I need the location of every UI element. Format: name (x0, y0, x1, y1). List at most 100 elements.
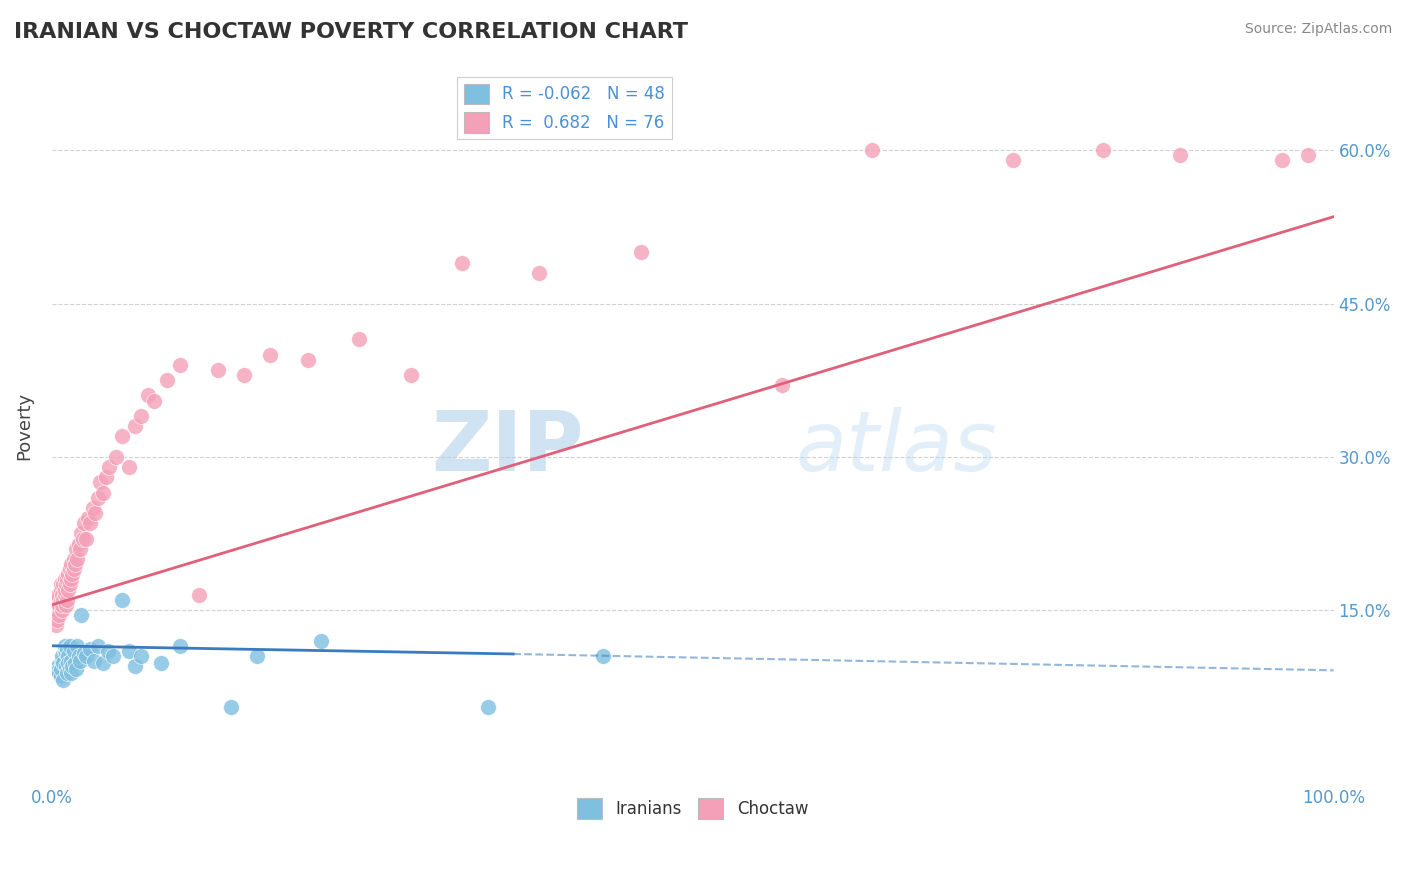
Point (79, 516, 101, 531)
Point (49, 577, 72, 591)
Point (56, 641, 79, 656)
Point (118, 644, 141, 658)
Point (73, 646, 96, 660)
Point (62, 562, 84, 576)
Point (219, 700, 242, 714)
Point (630, 245, 652, 260)
Point (860, 143, 883, 157)
Point (156, 373, 179, 387)
Point (58, 582, 80, 597)
Point (52, 673, 75, 687)
Point (62, 552, 84, 566)
Point (51, 648, 73, 663)
Point (188, 588, 211, 602)
Point (56, 592, 79, 607)
Point (59, 577, 82, 591)
Point (58, 656, 80, 670)
Point (309, 633, 332, 648)
Point (82, 500, 104, 515)
Point (477, 700, 499, 714)
Point (46, 592, 69, 607)
Point (75, 532, 97, 546)
Point (59, 666, 82, 681)
Point (67, 648, 90, 663)
Point (59, 654, 82, 668)
Point (67, 536, 90, 550)
Point (111, 592, 134, 607)
Point (59, 573, 82, 587)
Point (53, 582, 76, 597)
Point (70, 526, 93, 541)
Point (1296, 148, 1319, 162)
Point (124, 419, 146, 434)
Point (143, 393, 166, 408)
Point (55, 577, 77, 591)
Point (592, 648, 614, 663)
Point (62, 644, 84, 658)
Point (66, 639, 89, 653)
Text: IRANIAN VS CHOCTAW POVERTY CORRELATION CHART: IRANIAN VS CHOCTAW POVERTY CORRELATION C… (14, 22, 688, 42)
Point (55, 598, 77, 612)
Point (169, 358, 191, 372)
Point (527, 266, 550, 280)
Point (233, 368, 256, 382)
Point (79, 641, 101, 656)
Point (45, 618, 67, 632)
Point (48, 666, 70, 681)
Point (770, 378, 793, 392)
Point (97, 644, 120, 658)
Point (60, 567, 83, 582)
Point (63, 557, 86, 571)
Point (58, 648, 80, 663)
Text: Source: ZipAtlas.com: Source: ZipAtlas.com (1244, 22, 1392, 37)
Point (55, 659, 77, 673)
Point (56, 573, 79, 587)
Point (349, 332, 371, 346)
Point (1168, 148, 1191, 162)
Point (149, 656, 172, 670)
Point (87, 639, 110, 653)
Point (60, 659, 83, 673)
Point (46, 598, 69, 612)
Point (399, 368, 422, 382)
Point (98, 460, 121, 475)
Point (91, 485, 114, 500)
Point (49, 592, 72, 607)
Point (48, 608, 70, 623)
Point (53, 573, 76, 587)
Legend: Iranians, Choctaw: Iranians, Choctaw (571, 792, 815, 825)
Point (53, 644, 76, 658)
Point (59, 562, 82, 576)
Point (169, 639, 191, 653)
Point (84, 506, 107, 520)
Point (51, 588, 73, 602)
Point (59, 662, 82, 676)
Point (451, 255, 474, 269)
Point (52, 577, 75, 591)
Point (46, 659, 69, 673)
Point (207, 363, 229, 377)
Point (89, 475, 111, 490)
Point (49, 582, 72, 597)
Point (136, 388, 159, 402)
Y-axis label: Poverty: Poverty (15, 392, 32, 460)
Point (59, 639, 82, 653)
Point (59, 557, 82, 571)
Point (83, 654, 105, 668)
Point (46, 588, 69, 602)
Text: ZIP: ZIP (432, 407, 583, 488)
Point (63, 656, 86, 670)
Point (65, 541, 87, 556)
Text: atlas: atlas (796, 407, 997, 488)
Point (297, 352, 319, 367)
Point (51, 654, 73, 668)
Point (58, 567, 80, 582)
Point (118, 460, 141, 475)
Point (72, 532, 94, 546)
Point (259, 348, 281, 362)
Point (51, 603, 73, 617)
Point (65, 662, 87, 676)
Point (104, 450, 127, 464)
Point (76, 511, 98, 525)
Point (48, 598, 70, 612)
